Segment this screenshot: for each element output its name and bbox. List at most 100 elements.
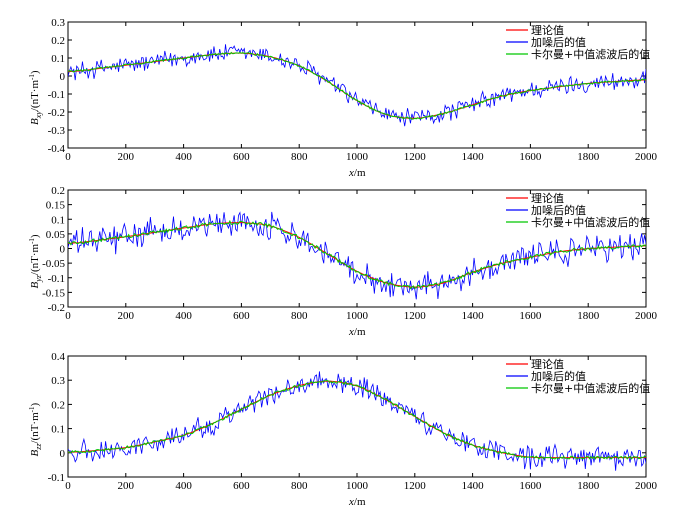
y-axis-var: B xyxy=(29,282,41,289)
x-tick-label: 600 xyxy=(233,151,250,163)
subplot-2: 0 200 400 600 800 1000 1200 1400 1600 1800 2000 -0.… xyxy=(28,185,658,338)
y-tick-label: -0.05 xyxy=(42,258,65,270)
y-tick-label: 0.2 xyxy=(51,35,65,47)
y-axis-subscript: xy xyxy=(34,111,43,120)
x-tick-label: 2000 xyxy=(635,151,658,163)
y-tick-label: -0.2 xyxy=(48,107,65,119)
y-tick-label: -0.15 xyxy=(42,287,65,299)
x-tick-label: 1200 xyxy=(404,310,427,322)
x-tick-label: 1000 xyxy=(346,151,369,163)
subplot-1: 0 200 400 600 800 1000 1200 1400 1600 1800 2000 -0.… xyxy=(28,17,658,179)
x-tick-label: 400 xyxy=(175,310,192,322)
y-axis-var: B xyxy=(29,450,41,457)
y-tick-label: 0.2 xyxy=(51,185,65,197)
y-tick-label: 0.1 xyxy=(51,214,65,226)
x-tick-label: 2000 xyxy=(635,310,658,322)
y-tick-label: 0.05 xyxy=(46,229,66,241)
subplot-3: 0 200 400 600 800 1000 1200 1400 1600 1800 2000 -0.… xyxy=(28,351,658,508)
y-axis-close: ) xyxy=(29,70,41,74)
x-tick-label: 1200 xyxy=(404,151,427,163)
y-axis-title: Bxy/(nT·m-1) xyxy=(28,70,43,125)
x-tick-label: 1200 xyxy=(404,480,427,492)
y-axis-superscript: -1 xyxy=(28,238,36,244)
x-axis-unit: /m xyxy=(354,326,366,338)
y-axis-close: ) xyxy=(29,234,41,238)
x-axis-title: x/m xyxy=(348,167,366,179)
x-tick-label: 1800 xyxy=(577,480,600,492)
y-axis-unit: /(nT·m xyxy=(29,412,41,444)
y-tick-label: -0.4 xyxy=(48,143,66,155)
y-axis-superscript: -1 xyxy=(28,74,36,80)
plot-frame xyxy=(67,355,647,478)
series-filtered-line xyxy=(68,51,646,120)
y-tick-label: 0.15 xyxy=(46,200,66,212)
x-axis-title: x/m xyxy=(348,496,366,508)
y-axis-title: Byz/(nT·m-1) xyxy=(28,234,43,288)
y-tick-label: 0.4 xyxy=(51,351,65,363)
y-axis-superscript: -1 xyxy=(28,406,36,412)
x-tick-label: 200 xyxy=(118,310,135,322)
x-tick-label: 1600 xyxy=(519,151,542,163)
legend-label: 理论值 xyxy=(531,191,564,205)
legend-label: 加噪后的值 xyxy=(531,203,586,217)
x-tick-label: 400 xyxy=(175,151,192,163)
y-tick-label: 0 xyxy=(60,244,66,256)
legend-label: 卡尔曼+中值滤波后的值 xyxy=(531,215,650,229)
x-tick-label: 0 xyxy=(65,310,71,322)
x-tick-label: 1000 xyxy=(346,480,369,492)
x-tick-label: 600 xyxy=(233,480,250,492)
x-tick-label: 1800 xyxy=(577,151,600,163)
legend-label: 加噪后的值 xyxy=(531,35,586,49)
y-axis-subscript: zz xyxy=(34,443,43,451)
x-tick-label: 1400 xyxy=(462,480,485,492)
y-tick-label: 0.1 xyxy=(51,53,65,65)
y-tick-label: -0.2 xyxy=(48,302,65,314)
x-axis-unit: /m xyxy=(354,496,366,508)
y-tick-label: 0.1 xyxy=(51,424,65,436)
x-tick-label: 600 xyxy=(233,310,250,322)
x-tick-label: 1600 xyxy=(519,310,542,322)
x-tick-label: 1400 xyxy=(462,151,485,163)
x-tick-label: 1400 xyxy=(462,310,485,322)
legend-label: 理论值 xyxy=(531,357,564,371)
y-tick-label: 0.3 xyxy=(51,17,65,29)
x-axis-title: x/m xyxy=(348,326,366,338)
x-tick-label: 800 xyxy=(291,480,308,492)
y-tick-label: -0.3 xyxy=(48,125,66,137)
series-noisy-line xyxy=(68,44,646,127)
legend-label: 理论值 xyxy=(531,23,564,37)
y-tick-label: -0.1 xyxy=(48,89,65,101)
x-tick-label: 400 xyxy=(175,480,192,492)
x-tick-label: 800 xyxy=(291,151,308,163)
x-axis-unit: /m xyxy=(354,167,366,179)
plot-frame xyxy=(67,21,647,149)
y-tick-label: 0.3 xyxy=(51,375,65,387)
y-axis-var: B xyxy=(29,118,41,125)
x-tick-label: 200 xyxy=(118,151,135,163)
series-noisy-line xyxy=(68,371,646,471)
y-tick-label: -0.1 xyxy=(48,472,65,484)
x-tick-label: 2000 xyxy=(635,480,658,492)
x-axis-var: x xyxy=(348,167,354,179)
y-tick-label: 0 xyxy=(60,448,66,460)
y-axis-unit: /(nT·m xyxy=(29,80,41,112)
legend-label: 卡尔曼+中值滤波后的值 xyxy=(531,381,650,395)
x-tick-label: 0 xyxy=(65,151,71,163)
y-axis-subscript: yz xyxy=(34,274,43,283)
series-filtered-line xyxy=(68,219,646,290)
y-tick-label: 0 xyxy=(60,71,66,83)
x-tick-label: 1600 xyxy=(519,480,542,492)
y-axis-unit: /(nT·m xyxy=(29,243,41,275)
y-axis-close: ) xyxy=(29,403,41,407)
y-axis-title: Bzz/(nT·m-1) xyxy=(28,403,43,457)
legend-label: 加噪后的值 xyxy=(531,369,586,383)
legend-label: 卡尔曼+中值滤波后的值 xyxy=(531,47,650,61)
x-tick-label: 800 xyxy=(291,310,308,322)
y-tick-label: 0.2 xyxy=(51,399,65,411)
y-tick-label: -0.1 xyxy=(48,273,65,285)
x-axis-var: x xyxy=(348,496,354,508)
series-filtered-line xyxy=(68,380,646,460)
x-tick-label: 1800 xyxy=(577,310,600,322)
x-axis-var: x xyxy=(348,326,354,338)
